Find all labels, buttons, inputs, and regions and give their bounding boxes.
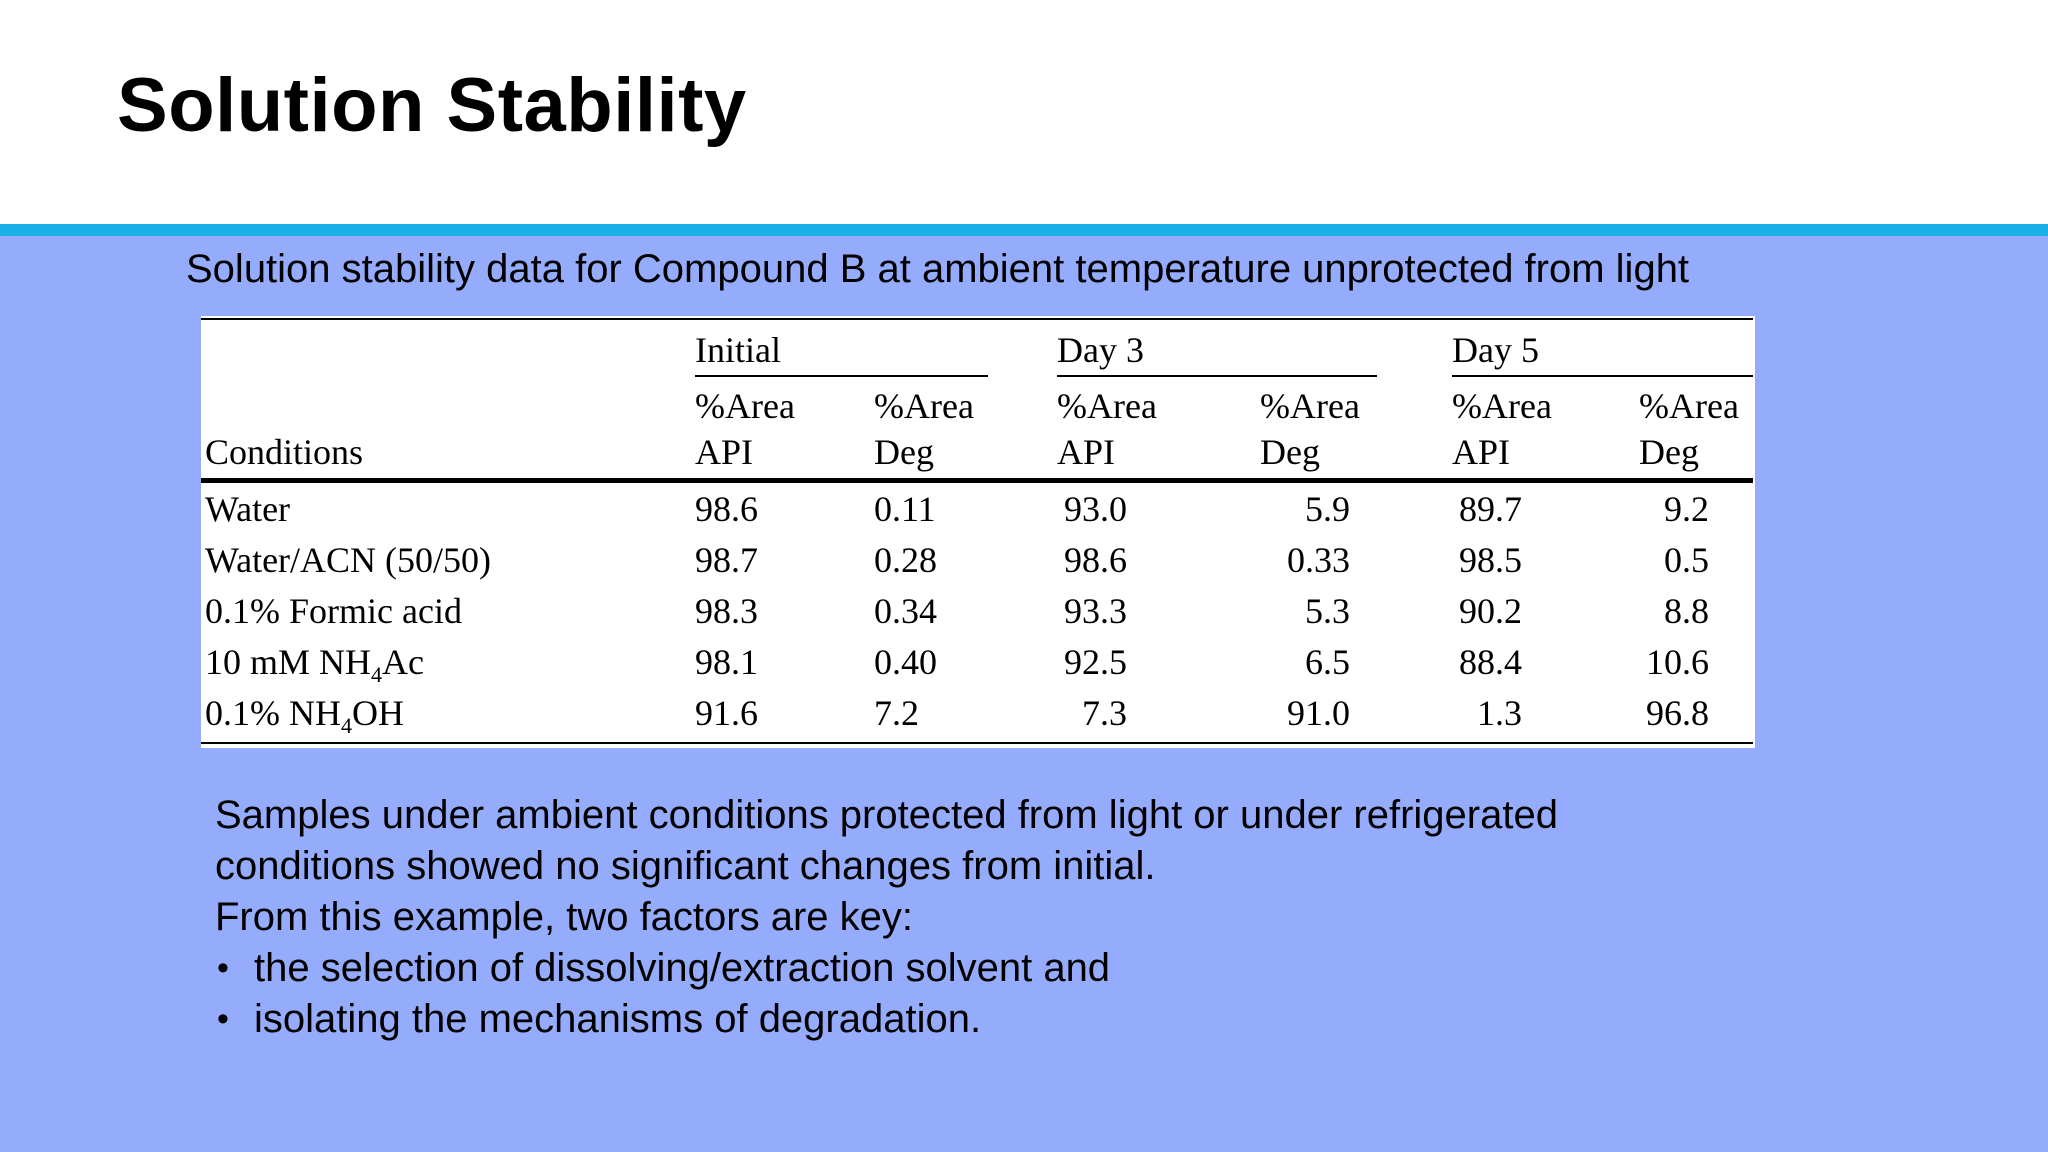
- row-condition: Water: [205, 489, 291, 529]
- row-value: 90.2: [1459, 591, 1522, 631]
- subheader-day5-deg-line2: Deg: [1639, 432, 1699, 472]
- bullet-icon: •: [217, 1000, 229, 1038]
- row-value: 7.2: [874, 693, 919, 733]
- row-value: 10.6: [1646, 642, 1709, 682]
- row-condition-subscript: 4: [371, 662, 383, 688]
- slide-header: Solution Stability: [0, 0, 2048, 224]
- row-value: 5.9: [1305, 489, 1350, 529]
- day3-group-rule: [1057, 375, 1377, 377]
- subheader-initial-deg-line2: Deg: [874, 432, 934, 472]
- subheader-day5-api-line2: API: [1452, 432, 1511, 472]
- group-header-initial: Initial: [695, 330, 781, 370]
- row-value: 88.4: [1459, 642, 1522, 682]
- row-value: 9.2: [1664, 489, 1709, 529]
- subheader-day3-api-line2: API: [1057, 432, 1116, 472]
- subheader-day3-deg-line2: Deg: [1260, 432, 1320, 472]
- list-item: • the selection of dissolving/extraction…: [215, 943, 1558, 994]
- table-header-rule: [201, 478, 1753, 483]
- row-value: 0.34: [874, 591, 937, 631]
- day5-group-rule: [1452, 375, 1753, 377]
- row-value: 0.33: [1287, 540, 1350, 580]
- row-condition-prefix: 10 mM NH: [205, 642, 372, 682]
- subheader-day3-api-line1: %Area: [1057, 386, 1157, 426]
- subheader-initial-deg-line1: %Area: [874, 386, 974, 426]
- slide-body-text: Samples under ambient conditions protect…: [215, 790, 1558, 1045]
- row-value: 98.5: [1459, 540, 1522, 580]
- row-condition: 0.1% Formic acid: [205, 591, 462, 631]
- row-condition-suffix: OH: [351, 693, 404, 733]
- body-paragraph-line-2: conditions showed no significant changes…: [215, 844, 1156, 888]
- row-condition-subscript: 4: [340, 713, 352, 739]
- row-value: 89.7: [1459, 489, 1522, 529]
- list-item-text: the selection of dissolving/extraction s…: [254, 946, 1111, 990]
- row-value: 93.3: [1064, 591, 1127, 631]
- table-top-rule: [201, 318, 1753, 320]
- subheader-initial-api-line2: API: [695, 432, 754, 472]
- table-bottom-rule: [201, 742, 1753, 744]
- key-factors-intro: From this example, two factors are key:: [215, 895, 914, 939]
- row-value: 98.6: [1064, 540, 1127, 580]
- row-condition-prefix: 0.1% NH: [205, 693, 341, 733]
- row-value: 92.5: [1064, 642, 1127, 682]
- table-caption: Solution stability data for Compound B a…: [186, 247, 1690, 291]
- row-value: 0.11: [874, 489, 936, 529]
- row-value: 91.0: [1287, 693, 1350, 733]
- row-condition: 0.1% NH4OH: [205, 695, 404, 737]
- row-value: 0.5: [1664, 540, 1709, 580]
- row-value: 91.6: [695, 693, 758, 733]
- row-value: 98.3: [695, 591, 758, 631]
- conditions-header: Conditions: [205, 432, 364, 472]
- row-condition-suffix: Ac: [382, 642, 424, 682]
- group-header-day5: Day 5: [1452, 330, 1539, 370]
- initial-group-rule: [695, 375, 988, 377]
- row-value: 5.3: [1305, 591, 1350, 631]
- row-value: 93.0: [1064, 489, 1127, 529]
- body-paragraph-line-1: Samples under ambient conditions protect…: [215, 793, 1558, 837]
- row-value: 98.7: [695, 540, 758, 580]
- row-condition: 10 mM NH4Ac: [205, 644, 424, 686]
- row-value: 7.3: [1082, 693, 1127, 733]
- row-value: 98.6: [695, 489, 758, 529]
- slide-title: Solution Stability: [117, 63, 747, 148]
- subheader-day3-deg-line1: %Area: [1260, 386, 1360, 426]
- subheader-initial-api-line1: %Area: [695, 386, 795, 426]
- header-accent-bar: [0, 224, 2048, 236]
- subheader-day5-api-line1: %Area: [1452, 386, 1552, 426]
- row-value: 96.8: [1646, 693, 1709, 733]
- bullet-icon: •: [217, 949, 229, 987]
- key-factors-list: • the selection of dissolving/extraction…: [215, 943, 1558, 1045]
- row-value: 98.1: [695, 642, 758, 682]
- row-condition: Water/ACN (50/50): [205, 540, 492, 580]
- list-item-text: isolating the mechanisms of degradation.: [254, 997, 982, 1041]
- row-value: 0.28: [874, 540, 937, 580]
- stability-data-table: Initial Day 3 Day 5 %Area %Area %Area %A…: [201, 316, 1755, 748]
- row-value: 8.8: [1664, 591, 1709, 631]
- group-header-day3: Day 3: [1057, 330, 1144, 370]
- subheader-day5-deg-line1: %Area: [1639, 386, 1739, 426]
- row-value: 1.3: [1477, 693, 1522, 733]
- row-value: 6.5: [1305, 642, 1350, 682]
- row-value: 0.40: [874, 642, 937, 682]
- list-item: • isolating the mechanisms of degradatio…: [215, 994, 1558, 1045]
